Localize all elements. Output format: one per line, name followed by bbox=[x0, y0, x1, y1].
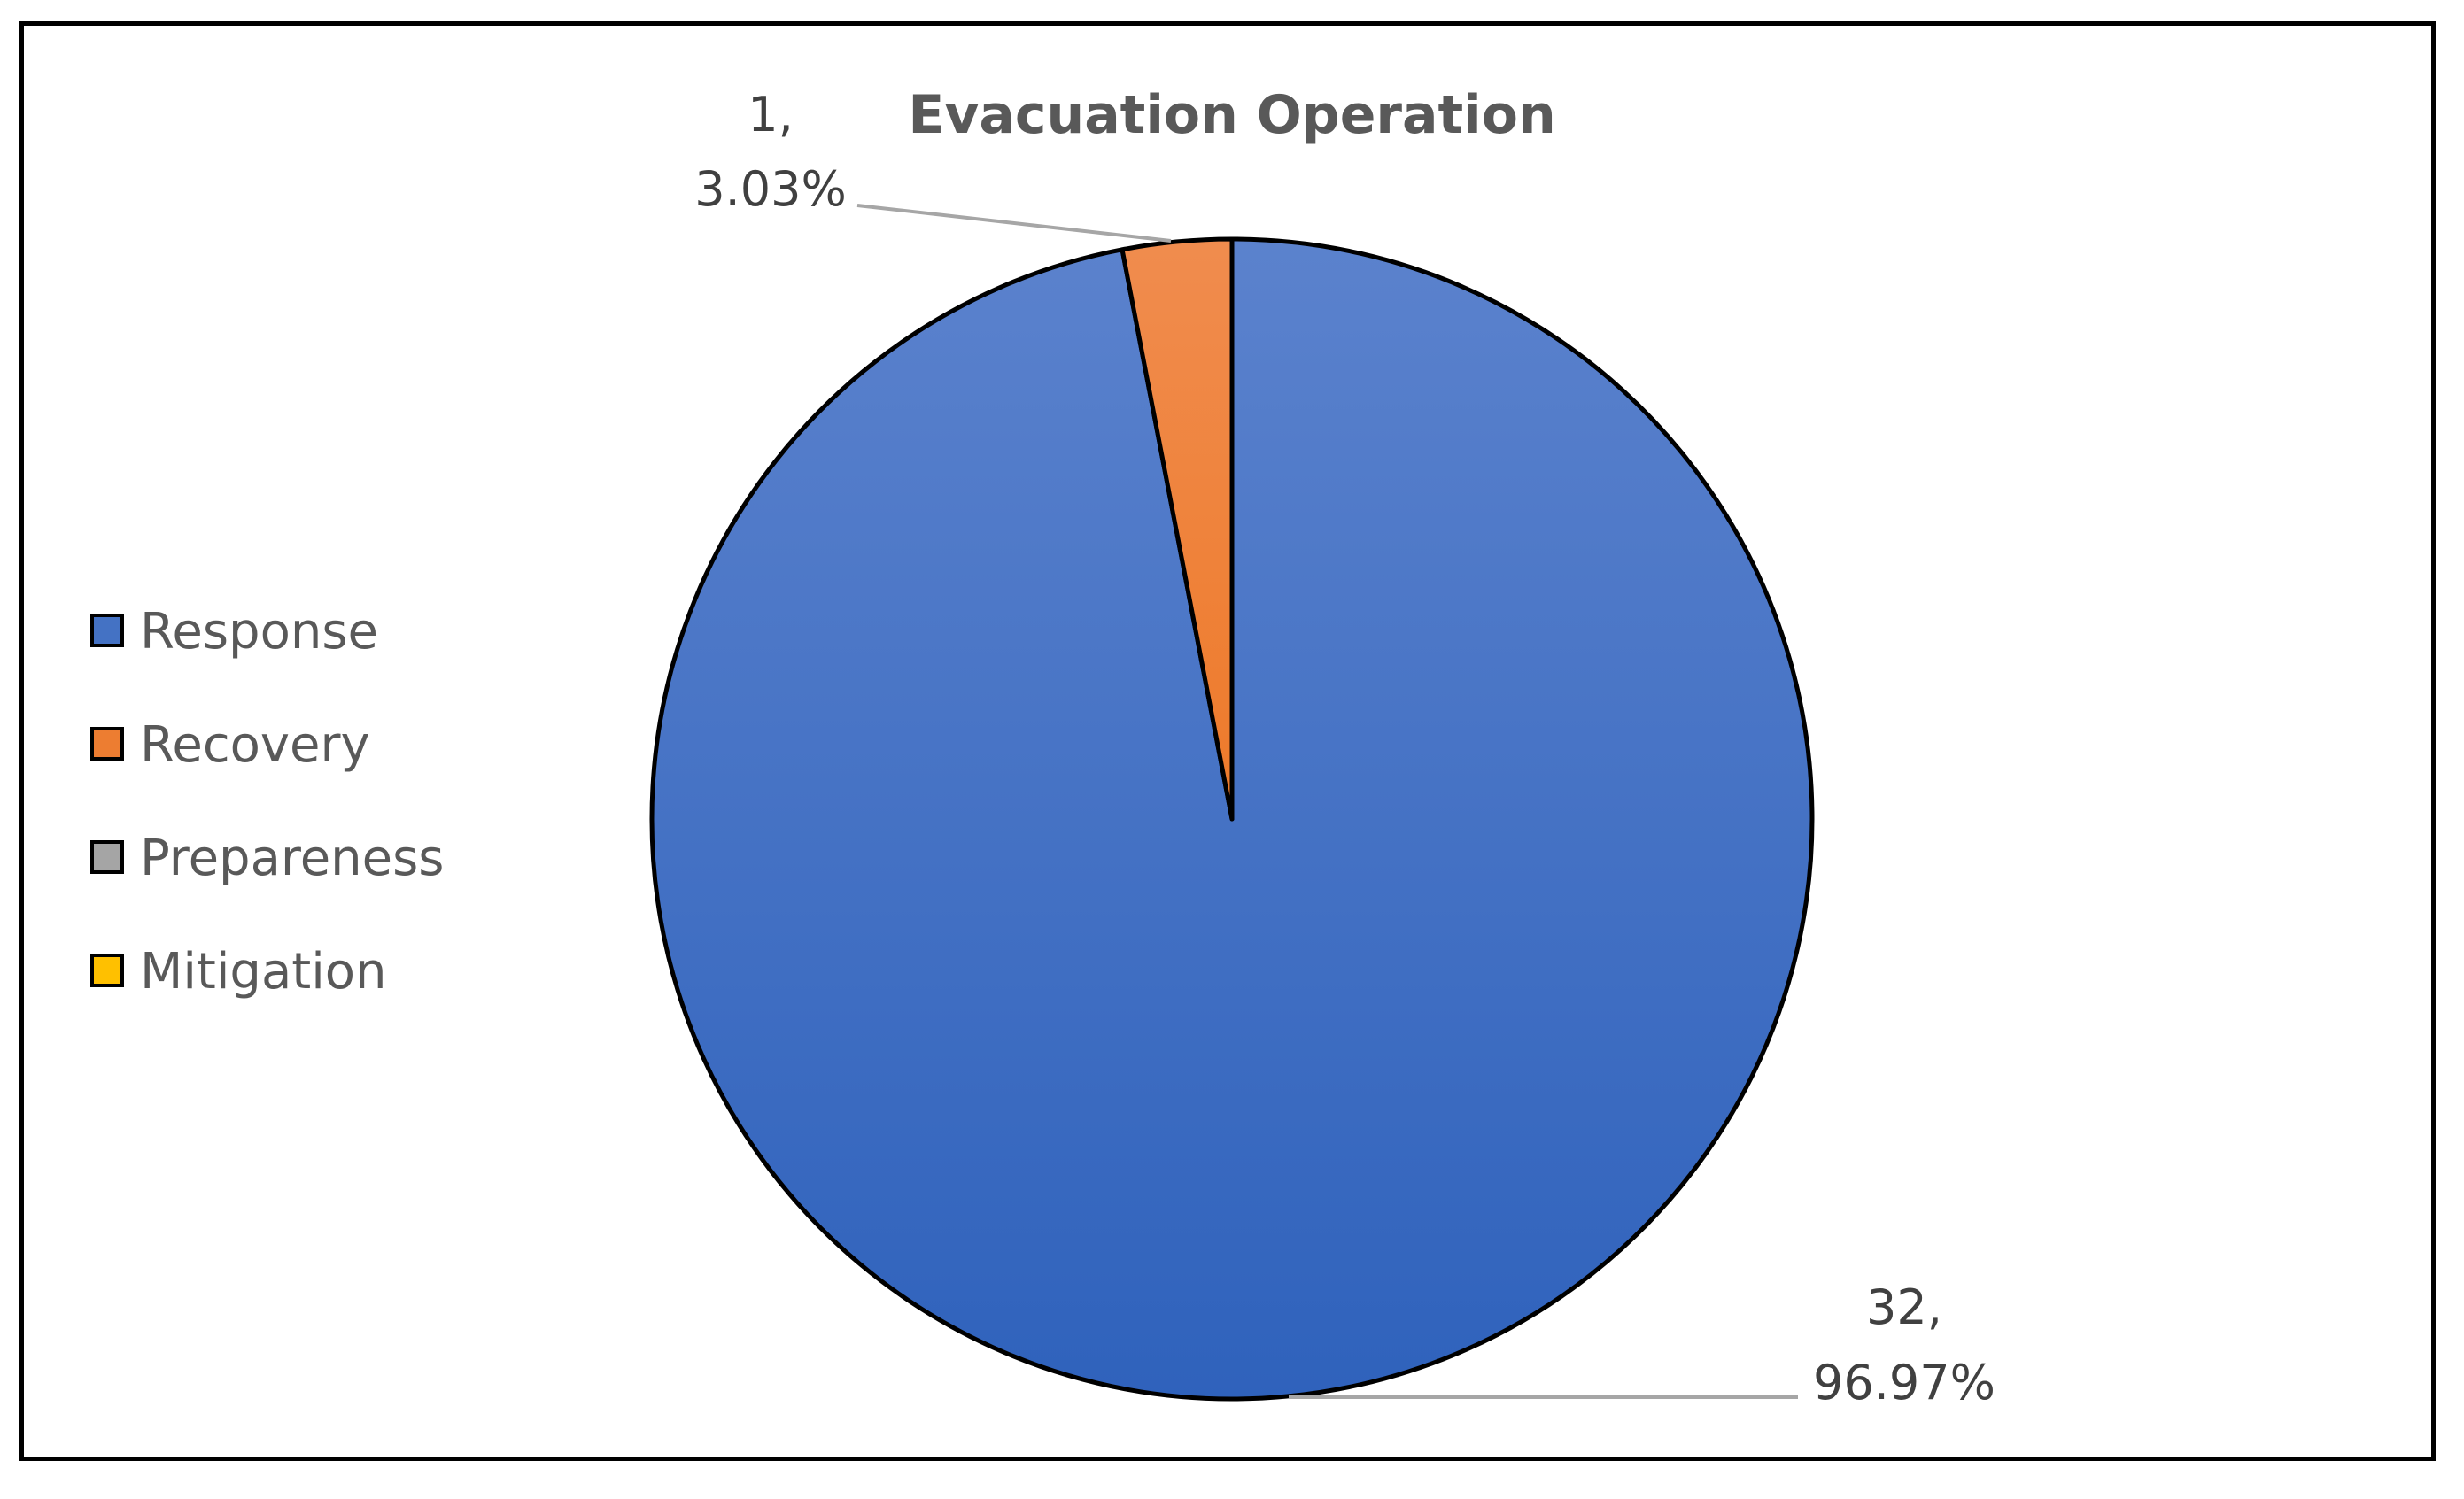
leader-lines bbox=[856, 204, 1798, 1399]
legend-swatch-recovery bbox=[90, 727, 124, 761]
data-label-value-recovery: 1, bbox=[748, 87, 794, 143]
legend-swatch-prepareness bbox=[90, 840, 124, 874]
chart-title: Evacuation Operation bbox=[908, 84, 1555, 146]
data-labels: 32, 96.97% 1, 3.03% bbox=[694, 87, 1995, 1410]
leader-line-recovery bbox=[856, 204, 1172, 243]
data-label-percent-recovery: 3.03% bbox=[694, 161, 847, 217]
data-label-value-response: 32, bbox=[1866, 1279, 1942, 1335]
legend-label-mitigation: Mitigation bbox=[140, 943, 387, 1001]
legend-swatch-response bbox=[90, 614, 124, 647]
legend: Response Recovery Prepareness Mitigation bbox=[90, 603, 444, 1001]
pie-slice-recovery bbox=[1120, 236, 1235, 822]
legend-label-prepareness: Prepareness bbox=[140, 830, 444, 887]
legend-label-response: Response bbox=[140, 603, 378, 661]
data-label-percent-response: 96.97% bbox=[1813, 1355, 1995, 1410]
legend-label-recovery: Recovery bbox=[140, 716, 370, 774]
legend-swatch-mitigation bbox=[90, 954, 124, 987]
pie-slices bbox=[649, 236, 1815, 1402]
